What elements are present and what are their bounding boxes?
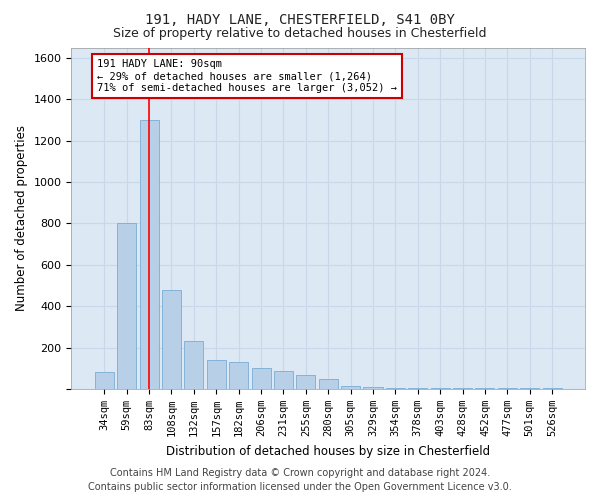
Bar	[274, 372, 293, 389]
Bar	[475, 388, 494, 389]
Bar	[364, 388, 383, 389]
Bar	[95, 372, 114, 389]
Bar	[408, 388, 427, 389]
Bar	[251, 368, 271, 389]
Bar	[453, 388, 472, 389]
Bar	[520, 388, 539, 389]
Bar	[498, 388, 517, 389]
X-axis label: Distribution of detached houses by size in Chesterfield: Distribution of detached houses by size …	[166, 444, 490, 458]
Bar	[207, 360, 226, 389]
Bar	[117, 224, 136, 389]
Bar	[341, 386, 360, 389]
Bar	[229, 362, 248, 389]
Text: 191 HADY LANE: 90sqm
← 29% of detached houses are smaller (1,264)
71% of semi-de: 191 HADY LANE: 90sqm ← 29% of detached h…	[97, 60, 397, 92]
Bar	[319, 378, 338, 389]
Text: 191, HADY LANE, CHESTERFIELD, S41 0BY: 191, HADY LANE, CHESTERFIELD, S41 0BY	[145, 12, 455, 26]
Bar	[296, 376, 316, 389]
Bar	[542, 388, 562, 389]
Text: Size of property relative to detached houses in Chesterfield: Size of property relative to detached ho…	[113, 28, 487, 40]
Bar	[431, 388, 449, 389]
Bar	[184, 342, 203, 389]
Y-axis label: Number of detached properties: Number of detached properties	[15, 125, 28, 311]
Text: Contains HM Land Registry data © Crown copyright and database right 2024.
Contai: Contains HM Land Registry data © Crown c…	[88, 468, 512, 492]
Bar	[386, 388, 405, 389]
Bar	[162, 290, 181, 389]
Bar	[140, 120, 158, 389]
